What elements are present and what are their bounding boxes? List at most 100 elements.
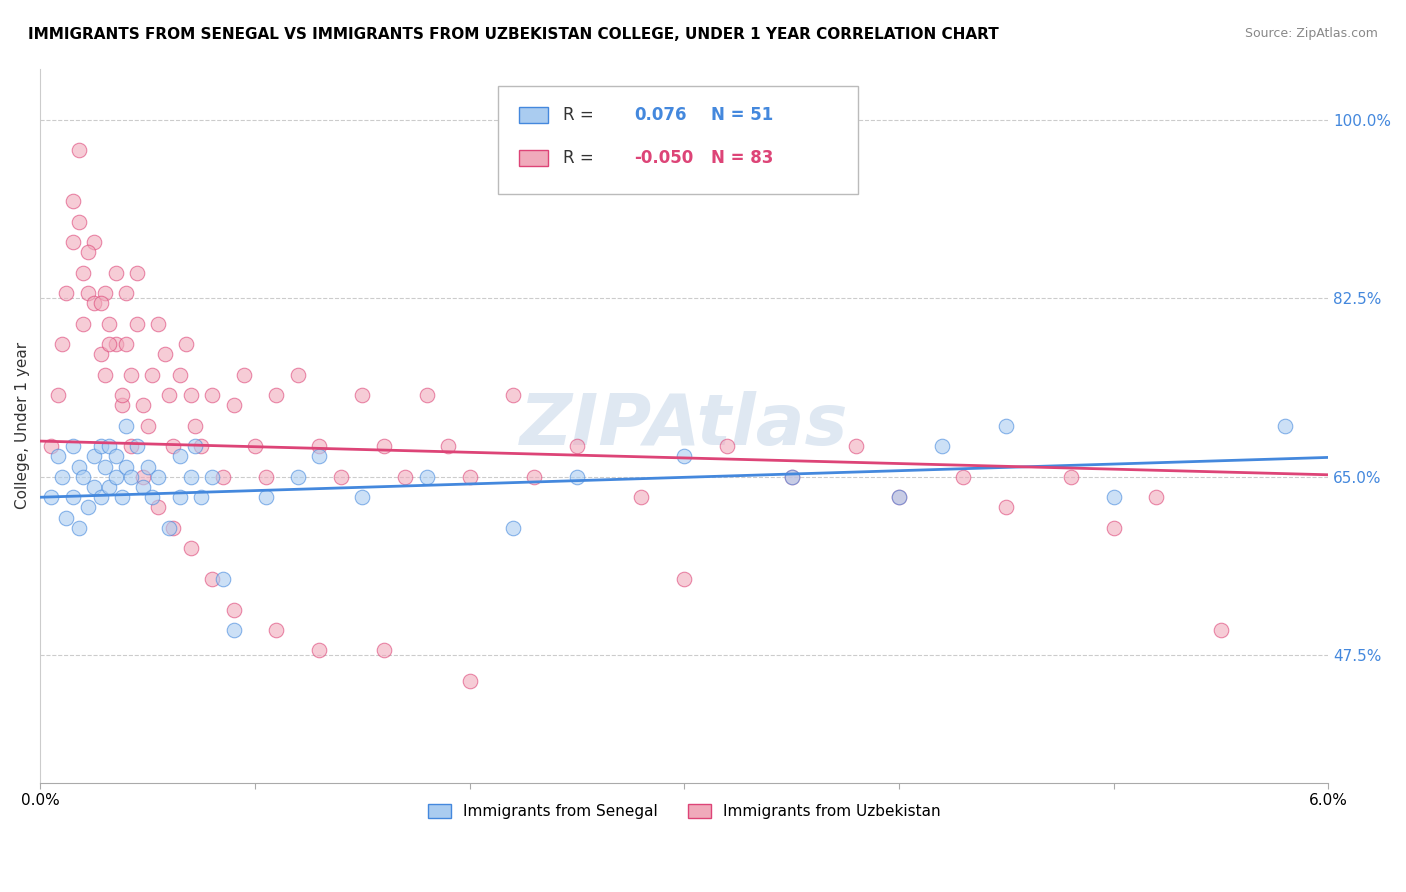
Point <box>673 450 696 464</box>
Point <box>716 439 738 453</box>
Point <box>222 398 245 412</box>
Point <box>169 490 191 504</box>
Point <box>502 521 524 535</box>
Text: -0.050: -0.050 <box>634 149 693 167</box>
Point <box>141 368 163 382</box>
Point <box>72 266 94 280</box>
Point <box>76 500 98 515</box>
Text: N = 83: N = 83 <box>711 149 773 167</box>
Point <box>416 388 439 402</box>
Point <box>89 439 111 453</box>
Point <box>373 439 395 453</box>
Point <box>132 470 155 484</box>
Point <box>266 623 288 637</box>
Point <box>89 347 111 361</box>
Point <box>308 439 330 453</box>
Point <box>458 470 481 484</box>
Point <box>437 439 460 453</box>
Point <box>180 388 202 402</box>
Point <box>55 286 77 301</box>
Point <box>83 235 105 249</box>
Point <box>104 266 127 280</box>
Point <box>67 143 90 157</box>
Point <box>1102 521 1125 535</box>
Point <box>887 490 910 504</box>
Point <box>125 317 148 331</box>
Point <box>46 450 69 464</box>
Point <box>952 470 974 484</box>
Point <box>120 439 142 453</box>
Point <box>416 470 439 484</box>
Point <box>201 572 224 586</box>
Point <box>111 490 134 504</box>
FancyBboxPatch shape <box>498 87 858 194</box>
Point <box>148 470 170 484</box>
Text: R =: R = <box>564 149 599 167</box>
Point <box>201 470 224 484</box>
Point <box>329 470 352 484</box>
Point <box>148 500 170 515</box>
Point <box>115 286 138 301</box>
Point <box>62 490 84 504</box>
Point <box>141 490 163 504</box>
Point <box>115 337 138 351</box>
Point <box>120 470 142 484</box>
Point <box>184 418 207 433</box>
Point <box>55 510 77 524</box>
Point <box>233 368 256 382</box>
Point <box>39 490 62 504</box>
Point <box>67 521 90 535</box>
Y-axis label: College, Under 1 year: College, Under 1 year <box>15 343 30 509</box>
Point <box>458 673 481 688</box>
Point <box>89 490 111 504</box>
Point <box>287 470 309 484</box>
Point <box>995 500 1018 515</box>
Text: ZIPAtlas: ZIPAtlas <box>520 392 849 460</box>
Point <box>201 388 224 402</box>
Point <box>352 388 374 402</box>
Point <box>1102 490 1125 504</box>
Point <box>630 490 652 504</box>
Point <box>169 450 191 464</box>
Point <box>157 388 180 402</box>
Point <box>104 470 127 484</box>
Point <box>120 368 142 382</box>
Point <box>125 439 148 453</box>
Point <box>115 459 138 474</box>
Point <box>67 214 90 228</box>
Point <box>72 470 94 484</box>
Text: N = 51: N = 51 <box>711 106 773 124</box>
Point <box>190 490 212 504</box>
Point <box>565 470 588 484</box>
Point <box>780 470 803 484</box>
Point <box>180 541 202 556</box>
Point <box>72 317 94 331</box>
Point <box>115 418 138 433</box>
Point <box>76 286 98 301</box>
Point <box>76 245 98 260</box>
Point <box>104 450 127 464</box>
Point <box>153 347 176 361</box>
Point <box>211 470 233 484</box>
Point <box>502 388 524 402</box>
Point <box>887 490 910 504</box>
Text: Source: ZipAtlas.com: Source: ZipAtlas.com <box>1244 27 1378 40</box>
Point <box>162 439 184 453</box>
Point <box>94 286 117 301</box>
Point <box>222 602 245 616</box>
Point <box>132 480 155 494</box>
Point <box>125 266 148 280</box>
Point <box>308 643 330 657</box>
Point <box>1209 623 1232 637</box>
Point <box>222 623 245 637</box>
Point <box>931 439 953 453</box>
Point <box>39 439 62 453</box>
Point <box>98 317 121 331</box>
Point <box>523 470 546 484</box>
Point <box>287 368 309 382</box>
Point <box>98 480 121 494</box>
Legend: Immigrants from Senegal, Immigrants from Uzbekistan: Immigrants from Senegal, Immigrants from… <box>422 798 948 825</box>
Point <box>780 470 803 484</box>
Point <box>1146 490 1168 504</box>
Point <box>254 470 277 484</box>
